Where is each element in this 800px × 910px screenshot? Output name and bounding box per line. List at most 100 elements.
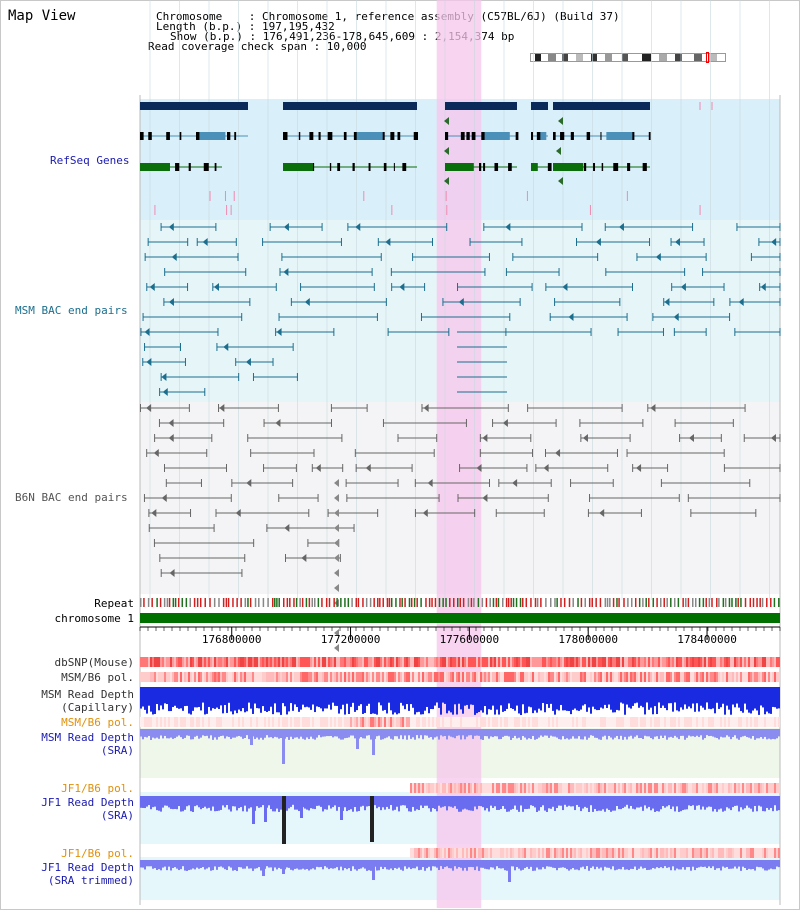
msm-b6-pol-cell [502, 717, 504, 727]
jf1-b6-pol-cell [576, 848, 578, 858]
jf1-b6-pol-cell [754, 848, 756, 858]
chromosome-ideogram[interactable] [530, 52, 726, 63]
msm-depth-cap-bar [758, 687, 760, 715]
msm-depth-sra-bar [184, 729, 186, 738]
jf1-b6-pol-cell [758, 848, 760, 858]
jf1-b6-pol-cell [434, 848, 436, 858]
msm-b6-pol-cell [412, 717, 414, 727]
msm-b6-pol-cell [242, 717, 244, 727]
msm-depth-sra-bar [636, 729, 638, 736]
msm-b6-pol-cell [386, 717, 388, 727]
msm-depth-sra-bar [418, 729, 420, 739]
jf1-depth-sra-bar [514, 796, 516, 806]
msm-b6-pol-cell [236, 717, 238, 727]
msm-depth-sra-bar [510, 729, 512, 740]
jf1-depth-trim-bar [534, 860, 536, 871]
b6n-bac-arrow [543, 464, 549, 472]
msm-b6-pol-cell [484, 717, 486, 727]
msm-b6-pol-cell [712, 672, 714, 682]
msm-depth-cap-bar [662, 687, 664, 706]
jf1-b6-pol-cell [584, 848, 586, 858]
jf1-b6-pol-cell [678, 783, 680, 793]
msm-depth-cap-bar [246, 687, 248, 712]
jf1-depth-sra-bar [162, 796, 164, 808]
msm-depth-sra-bar [376, 729, 378, 737]
msm-depth-sra-bar [140, 729, 142, 737]
jf1-depth-trim-bar [368, 860, 370, 871]
jf1-depth-sra-bar [758, 796, 760, 806]
msm-depth-cap-bar [684, 687, 686, 705]
jf1-depth-sra-bar [424, 796, 426, 806]
dbsnp-cell [536, 657, 538, 667]
jf1-b6-pol-cell [636, 848, 638, 858]
jf1-b6-pol-cell [602, 783, 604, 793]
jf1-depth-sra-bar [764, 796, 766, 812]
msm-b6-pol-cell [338, 717, 340, 727]
jf1-depth-sra-bar [392, 796, 394, 811]
jf1-b6-pol-cell [470, 783, 472, 793]
msm-b6-pol-cell [694, 717, 696, 727]
exon [353, 132, 359, 140]
dbsnp-cell [558, 657, 560, 667]
msm-depth-sra-bar [466, 729, 468, 737]
msm-b6-pol-cell [732, 672, 734, 682]
msm-b6-pol-cell [704, 672, 706, 682]
jf1-b6-pol-cell [618, 848, 620, 858]
msm-b6-pol-cell [254, 717, 256, 727]
dbsnp-cell [426, 657, 428, 667]
jf1-b6-pol-cell [776, 848, 778, 858]
msm-b6-pol-cell [294, 717, 296, 727]
jf1-depth-sra-bar [676, 796, 678, 807]
msm-depth-sra-bar [742, 729, 744, 737]
msm-depth-sra-bar [192, 729, 194, 740]
msm-b6-pol-cell [188, 717, 190, 727]
jf1-b6-pol-cell [644, 848, 646, 858]
msm-depth-sra-bar [678, 729, 680, 740]
dbsnp-cell [526, 657, 528, 667]
jf1-depth-trim-bar [228, 860, 230, 867]
msm-b6-pol-cell [246, 717, 248, 727]
msm-depth-cap-bar [430, 687, 432, 710]
msm-b6-pol-cell [498, 717, 500, 727]
repeat-element [276, 598, 278, 607]
repeat-element [485, 598, 488, 607]
dbsnp-cell [528, 657, 530, 667]
msm-depth-sra-bar [452, 729, 454, 738]
msm-b6-pol-cell [212, 672, 214, 682]
msm-b6-pol-cell [412, 672, 414, 682]
msm-b6-pol-cell [722, 717, 724, 727]
msm-depth-cap-bar [536, 687, 538, 713]
jf1-depth-trim-bar [198, 860, 200, 869]
msm-bac-arrow [664, 298, 670, 306]
repeat-element [522, 598, 524, 607]
msm-depth-sra-bar [586, 729, 588, 740]
msm-depth-cap-bar [458, 687, 460, 704]
msm-depth-cap-bar [384, 687, 386, 710]
dbsnp-cell [700, 657, 702, 667]
msm-depth-sra-bar [652, 729, 654, 740]
dbsnp-cell [602, 657, 604, 667]
repeat-element [416, 598, 418, 607]
msm-depth-cap-bar [220, 687, 222, 706]
msm-depth-cap-bar [484, 687, 486, 707]
msm-b6-pol-cell [152, 717, 154, 727]
msm-depth-sra-bar [534, 729, 536, 740]
msm-depth-sra-bar [364, 729, 366, 739]
repeat-element [694, 598, 697, 607]
msm-depth-cap-bar [574, 687, 576, 709]
msm-b6-pol-cell [478, 672, 480, 682]
jf1-read-depth-sra-line1: JF1 Read Depth [41, 796, 134, 809]
msm-b6-pol-cell [360, 672, 362, 682]
dbsnp-cell [274, 657, 276, 667]
jf1-depth-trim-bar [762, 860, 764, 869]
repeat-element [262, 598, 265, 607]
msm-depth-sra-bar [710, 729, 712, 736]
jf1-depth-sra-bar [548, 796, 550, 809]
msm-b6-pol-cell [716, 717, 718, 727]
dbsnp-cell [190, 657, 192, 667]
dbsnp-cell [406, 657, 408, 667]
jf1-depth-sra-bar [692, 796, 694, 806]
ideogram-position-marker[interactable] [705, 52, 709, 63]
jf1-depth-sra-bar [236, 796, 238, 811]
